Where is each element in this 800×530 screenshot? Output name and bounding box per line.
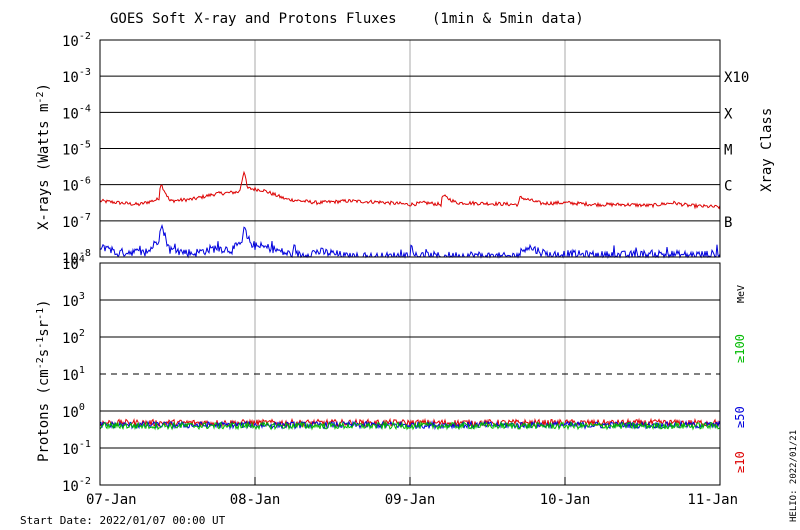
energy-unit-label: MeV bbox=[736, 285, 747, 303]
energy-channel-label: ≥100 bbox=[733, 334, 747, 363]
start-date: Start Date: 2022/01/07 00:00 UT bbox=[20, 514, 226, 527]
proton-tick-label: 104 bbox=[62, 254, 85, 273]
xray-tick-label: 10-3 bbox=[62, 67, 91, 86]
x-tick-label: 07-Jan bbox=[86, 492, 137, 508]
x-tick-label: 11-Jan bbox=[687, 492, 738, 508]
x-tick-label: 10-Jan bbox=[540, 492, 591, 508]
xray-class-label: B bbox=[724, 215, 732, 231]
proton-series bbox=[99, 417, 721, 431]
x-tick-label: 09-Jan bbox=[385, 492, 436, 508]
proton-series-line bbox=[99, 420, 721, 431]
creator-stamp: HELIO: 2022/01/21 bbox=[789, 430, 799, 522]
chart-subtitle: (1min & 5min data) bbox=[432, 11, 584, 27]
xray-grid bbox=[100, 40, 720, 257]
xray-frame bbox=[99, 39, 721, 258]
xray-class-label: X bbox=[724, 106, 733, 122]
proton-y-axis-label: Protons (cm-2s-1sr-1) bbox=[35, 299, 52, 462]
xray-tick-label: 10-7 bbox=[62, 212, 91, 231]
energy-channel-labels: ≥100 ≥50 ≥10 bbox=[733, 334, 747, 473]
xray-series-line bbox=[99, 170, 721, 210]
energy-channel-label: ≥50 bbox=[733, 406, 747, 428]
xray-class-label: X10 bbox=[724, 70, 749, 86]
x-axis-ticks: 07-Jan 08-Jan 09-Jan 10-Jan 11-Jan bbox=[86, 477, 738, 508]
xray-tick-label: 10-6 bbox=[62, 176, 91, 195]
proton-tick-label: 103 bbox=[62, 291, 85, 310]
xray-class-label: C bbox=[724, 179, 732, 195]
energy-channel-label: ≥10 bbox=[733, 451, 747, 473]
proton-tick-label: 101 bbox=[62, 365, 85, 384]
xray-class-labels: X10 X M C B bbox=[724, 70, 749, 231]
xray-y-axis-label: X-rays (Watts m-2) bbox=[35, 83, 52, 230]
xray-y-ticks: 10-210-310-410-510-610-710-8 bbox=[62, 31, 91, 267]
xray-tick-label: 10-5 bbox=[62, 140, 91, 159]
chart-title: GOES Soft X-ray and Protons Fluxes bbox=[110, 11, 397, 27]
x-tick-label: 08-Jan bbox=[230, 492, 281, 508]
proton-tick-label: 10-1 bbox=[62, 439, 91, 458]
proton-tick-label: 102 bbox=[62, 328, 85, 347]
proton-grid bbox=[100, 263, 720, 485]
xray-tick-label: 10-4 bbox=[62, 103, 91, 122]
xray-tick-label: 10-2 bbox=[62, 31, 91, 50]
proton-tick-label: 100 bbox=[62, 402, 85, 421]
xray-class-axis-title: Xray Class bbox=[759, 108, 775, 192]
xray-class-label: M bbox=[724, 143, 732, 159]
